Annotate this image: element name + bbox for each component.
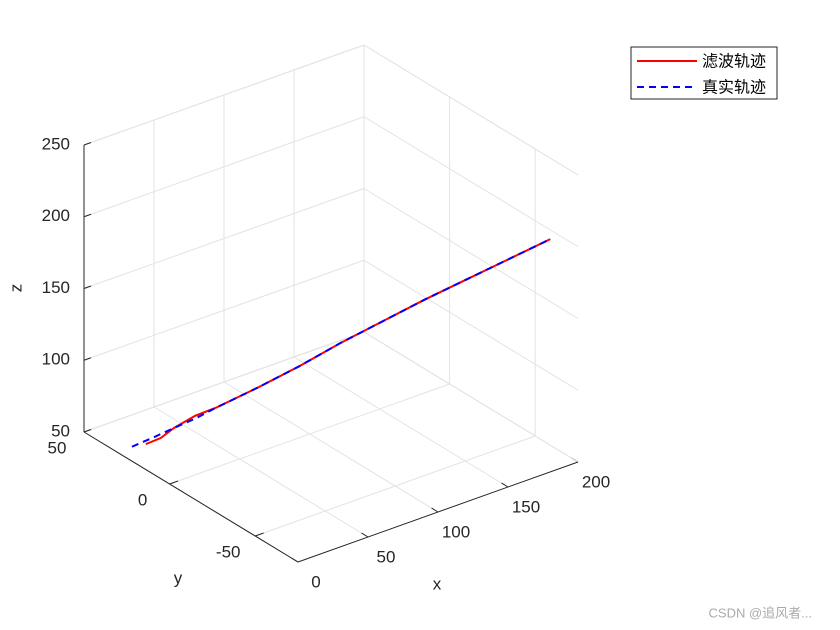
tick-mark — [431, 507, 439, 513]
x-tick-label: 50 — [377, 547, 396, 566]
y-axis-label: y — [174, 568, 183, 587]
grid-line — [153, 406, 369, 538]
z-tick-label: 100 — [42, 350, 70, 369]
grid-line — [169, 383, 450, 485]
grid-line — [223, 381, 439, 513]
legend-box — [630, 46, 778, 100]
grid-line — [363, 259, 579, 391]
tick-mark — [83, 357, 92, 361]
tick-mark — [255, 532, 264, 537]
grid-line — [83, 331, 365, 433]
grid-line — [363, 188, 579, 319]
series-line — [131, 238, 551, 448]
z-tick-label: 150 — [42, 278, 70, 297]
tick-mark — [83, 142, 92, 146]
x-tick-label: 100 — [442, 522, 470, 541]
z-tick-label: 250 — [42, 134, 70, 153]
x-axis-label: x — [433, 574, 442, 593]
tick-mark — [361, 532, 369, 538]
grid-line — [363, 44, 579, 176]
x-tick-label: 0 — [311, 572, 320, 591]
grid-line — [83, 259, 365, 361]
watermark: CSDN @追风者... — [709, 605, 812, 620]
series-line — [145, 238, 551, 446]
legend-label: 滤波轨迹 — [702, 52, 766, 71]
tick-mark — [83, 429, 92, 433]
z-tick-label: 200 — [42, 206, 70, 225]
tick-mark — [501, 482, 509, 488]
tick-mark — [83, 213, 92, 218]
grid-line — [293, 356, 509, 488]
x-tick-label: 200 — [582, 472, 610, 491]
x-tick-label: 150 — [512, 497, 540, 516]
grid-line — [83, 116, 365, 218]
y-tick-label: -50 — [216, 542, 241, 561]
y-axis-line — [83, 431, 299, 563]
z-tick-label: 50 — [51, 421, 70, 440]
grid-line — [83, 188, 365, 289]
y-tick-label: 50 — [48, 438, 67, 457]
grid-line — [363, 331, 579, 463]
z-axis-label: z — [6, 284, 25, 293]
x-axis-line — [297, 461, 579, 563]
tick-mark — [83, 285, 92, 289]
legend-label: 真实轨迹 — [702, 78, 766, 97]
grid-line — [363, 116, 579, 248]
tick-mark — [169, 480, 179, 485]
grid-line — [83, 44, 365, 146]
y-tick-label: 0 — [138, 490, 147, 509]
grid-line — [255, 435, 536, 537]
